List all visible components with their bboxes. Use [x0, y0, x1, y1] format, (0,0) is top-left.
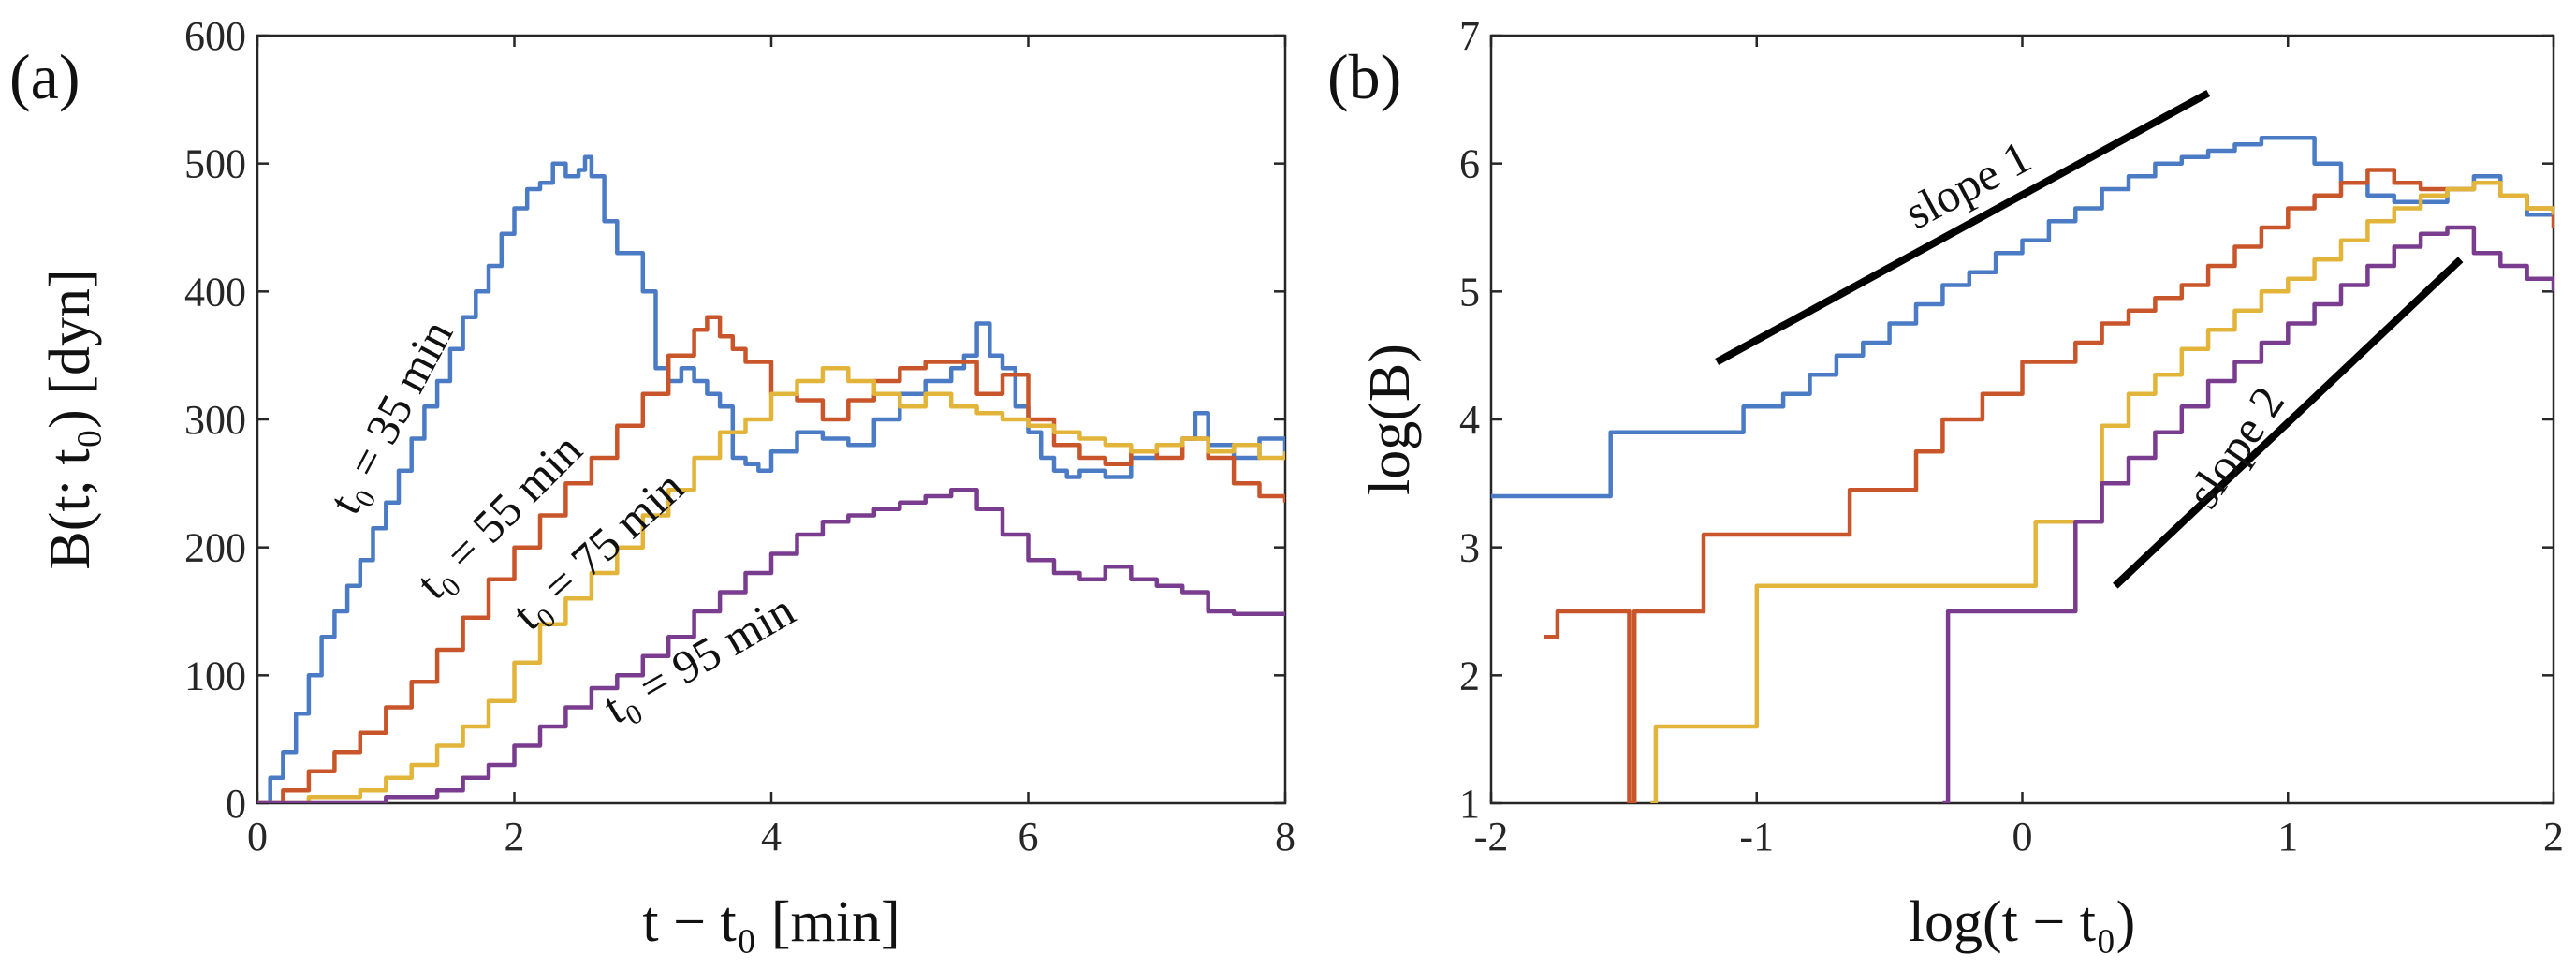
xtick-label: 4	[761, 814, 782, 859]
panel-b-xlabel: log(t − t₀)	[1909, 890, 2136, 954]
panel-b: (b) 1 2 3 4 5 6 7 -2 -1 0 1 2 log(B) log(t − t₀) s…	[1327, 13, 2564, 954]
xtick-label: 0	[2012, 814, 2033, 859]
xtick-label: 2	[505, 814, 525, 859]
xtick-label: 6	[1018, 814, 1039, 859]
ytick-label: 7	[1459, 13, 1480, 59]
ytick-label: 1	[1459, 781, 1480, 827]
series-line-1	[257, 154, 1285, 803]
panel-a-label: (a)	[9, 41, 80, 112]
ytick-label: 4	[1459, 397, 1480, 443]
ytick-label: 600	[184, 13, 246, 59]
series-line-2	[257, 315, 1285, 803]
panel-b-xticks: -2 -1 0 1 2	[1474, 36, 2564, 859]
series-line-2	[1544, 168, 2554, 803]
ytick-label: 5	[1459, 269, 1480, 315]
slope-2-label: slope 2	[2176, 377, 2294, 518]
panel-a-xlabel: t − t₀ [min]	[642, 890, 900, 954]
series-line-3	[1650, 180, 2554, 803]
ytick-label: 2	[1459, 653, 1480, 698]
panel-b-guides	[1715, 89, 2464, 589]
panel-b-series	[1491, 136, 2554, 803]
ytick-label: 0	[226, 781, 246, 827]
panel-b-label: (b)	[1327, 41, 1401, 112]
panel-b-ylabel: log(B)	[1358, 344, 1422, 495]
panel-a-series	[257, 154, 1285, 803]
ytick-label: 100	[184, 653, 246, 698]
panel-a-yticks: 0 100 200 300 400 500 600	[184, 13, 1285, 827]
panel-a-xticks: 0 2 4 6 8	[247, 36, 1295, 859]
panel-a: (a) 0 100 200 300 400 500 600 0 2 4 6 8 B(t; t₀) […	[9, 13, 1295, 954]
ytick-label: 6	[1459, 141, 1480, 187]
xtick-label: 0	[247, 814, 268, 859]
ytick-label: 200	[184, 525, 246, 571]
annotation-t0-35: t₀ = 35 min	[317, 312, 462, 522]
slope-guide-line-2	[2113, 257, 2464, 589]
xtick-label: 8	[1275, 814, 1295, 859]
xtick-label: 1	[2277, 814, 2298, 859]
slope-guide-line-1	[1715, 89, 2211, 366]
xtick-label: -1	[1739, 814, 1774, 859]
series-line-1	[1491, 136, 2554, 499]
xtick-label: -2	[1474, 814, 1509, 859]
ytick-label: 300	[184, 397, 246, 443]
xtick-label: 2	[2543, 814, 2564, 859]
ytick-label: 3	[1459, 525, 1480, 571]
series-line-4	[1942, 225, 2554, 803]
series-line-3	[257, 366, 1285, 803]
panel-a-ylabel: B(t; t₀) [dyn]	[38, 269, 102, 569]
panel-b-yticks: 1 2 3 4 5 6 7	[1459, 13, 2554, 827]
ytick-label: 500	[184, 141, 246, 187]
series-line-4	[257, 487, 1285, 803]
ytick-label: 400	[184, 269, 246, 315]
annotation-t0-95: t₀ = 95 min	[594, 583, 803, 734]
